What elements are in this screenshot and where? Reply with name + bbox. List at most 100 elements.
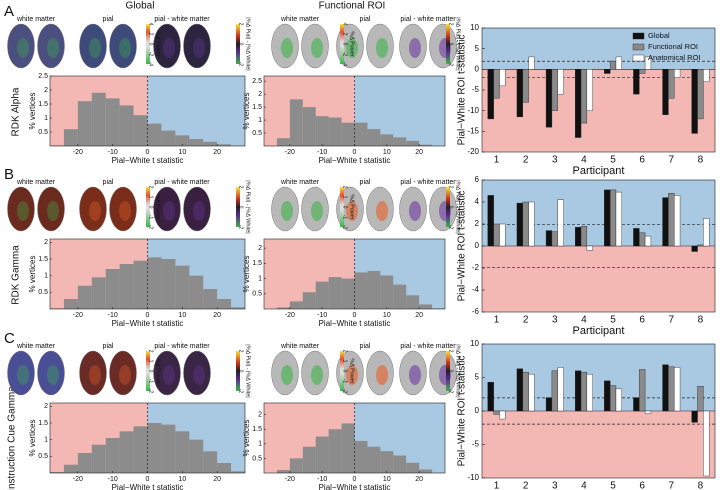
y-tick-label: 1 xyxy=(258,275,262,282)
y-tick-label: -6 xyxy=(472,307,480,316)
colorbar-tick: 2 xyxy=(148,186,154,189)
histogram-bar xyxy=(203,289,218,309)
colorbar xyxy=(340,24,344,64)
y-axis-label: % vertices xyxy=(28,420,37,457)
colorbar-tick: 2 xyxy=(342,186,348,189)
bar xyxy=(633,228,640,247)
histogram-bar xyxy=(354,122,368,146)
x-tick-label: 4 xyxy=(581,481,587,490)
column-title: Functional ROI xyxy=(319,1,386,12)
colorbar-tick: -2 xyxy=(342,52,348,57)
legend-swatch xyxy=(632,32,645,40)
colorbar-tick: 2 xyxy=(342,33,348,36)
x-tick-label: 20 xyxy=(213,149,221,156)
brain-label: pial xyxy=(360,343,371,350)
brain-activation xyxy=(311,365,323,385)
colorbar-tick: 0 xyxy=(148,206,154,209)
colorbar-label: %Δ Power xyxy=(155,358,161,384)
negative-region xyxy=(482,411,715,478)
bar xyxy=(674,195,681,247)
colorbar xyxy=(236,187,240,227)
bar xyxy=(691,245,698,252)
x-tick-label: 6 xyxy=(639,155,645,166)
histogram-bar xyxy=(341,423,355,473)
x-tick-label: 1 xyxy=(494,155,500,166)
bar xyxy=(586,69,593,111)
colorbar xyxy=(446,24,450,64)
x-tick-label: 6 xyxy=(639,481,645,490)
histogram-bar xyxy=(380,134,394,146)
bar xyxy=(557,367,564,412)
colorbar xyxy=(446,187,450,227)
histogram-bar xyxy=(315,436,329,473)
x-tick-label: 20 xyxy=(415,149,423,156)
x-tick-label: 3 xyxy=(552,481,558,490)
y-tick-label: 2 xyxy=(44,87,48,94)
histogram-bar xyxy=(315,116,329,146)
histogram-bar xyxy=(63,299,78,309)
brain-activation xyxy=(281,201,293,221)
histogram-bar xyxy=(63,129,78,146)
colorbar-tick: -4 xyxy=(342,62,348,67)
bar xyxy=(703,410,710,477)
x-tick-label: 3 xyxy=(552,155,558,166)
y-axis-label: Pial−White ROI t-statistic xyxy=(457,356,468,467)
histogram-bar xyxy=(119,105,134,146)
x-tick-label: 8 xyxy=(698,315,704,326)
legend-label: Functional ROI xyxy=(648,42,698,51)
histogram-bar xyxy=(328,117,342,146)
colorbar-tick: -2 xyxy=(448,225,454,230)
x-tick-label: -20 xyxy=(285,149,295,156)
histogram-bar xyxy=(133,260,148,309)
histogram-bar xyxy=(105,269,120,309)
bar xyxy=(575,227,582,247)
brain-activation xyxy=(47,38,59,58)
brain-activation xyxy=(409,38,421,58)
y-tick-label: 2.5 xyxy=(252,78,262,85)
brain-image xyxy=(183,186,211,232)
histogram-bar xyxy=(147,423,162,473)
colorbar xyxy=(146,351,150,391)
brain-activation xyxy=(193,201,205,221)
colorbar-tick: 4 xyxy=(342,23,348,26)
brain-activation xyxy=(89,201,101,221)
histogram-bar xyxy=(91,277,106,309)
y-tick-label: 0.5 xyxy=(38,453,48,460)
histogram-bar xyxy=(175,265,190,309)
histogram-bar xyxy=(105,438,120,473)
x-axis-label: Pial−White t statistic xyxy=(112,483,184,490)
brain-activation xyxy=(409,201,421,221)
colorbar-tick: 2 xyxy=(342,350,348,353)
bar xyxy=(487,195,494,247)
column-title: Global xyxy=(126,1,155,12)
brain-label: pial - white matter xyxy=(400,16,456,23)
colorbar-tick: 0 xyxy=(238,370,244,373)
histogram-bar xyxy=(189,275,204,309)
x-axis-label: Pial−White t statistic xyxy=(319,156,391,165)
y-tick-label: -5 xyxy=(472,440,480,449)
x-tick-label: 0 xyxy=(353,312,357,319)
brain-activation xyxy=(281,38,293,58)
panel-letter: C xyxy=(4,330,15,347)
brain-activation xyxy=(376,201,388,221)
histogram-bar xyxy=(91,92,106,146)
x-tick-label: 0 xyxy=(146,312,150,319)
x-axis-label: Participant xyxy=(573,165,625,177)
colorbar-label: %Δ Power xyxy=(155,31,161,57)
brain-activation xyxy=(346,365,358,385)
colorbar-tick: 0 xyxy=(238,206,244,209)
x-axis-label: Pial−White t statistic xyxy=(319,319,391,328)
bar xyxy=(487,381,494,412)
brain-activation xyxy=(281,365,293,385)
x-tick-label: 10 xyxy=(178,312,186,319)
histogram-bar xyxy=(175,431,190,473)
brain-label: pial - white matter xyxy=(400,179,456,186)
colorbar-tick: 2 xyxy=(148,350,154,353)
y-tick-label: 2 xyxy=(258,91,262,98)
y-tick-label: 1 xyxy=(258,117,262,124)
colorbar-tick: -2 xyxy=(148,225,154,230)
brain-label: white matter xyxy=(280,179,320,186)
colorbar-tick: -2 xyxy=(238,62,244,67)
y-tick-label: 0 xyxy=(475,64,480,73)
histogram-bar xyxy=(119,264,134,309)
